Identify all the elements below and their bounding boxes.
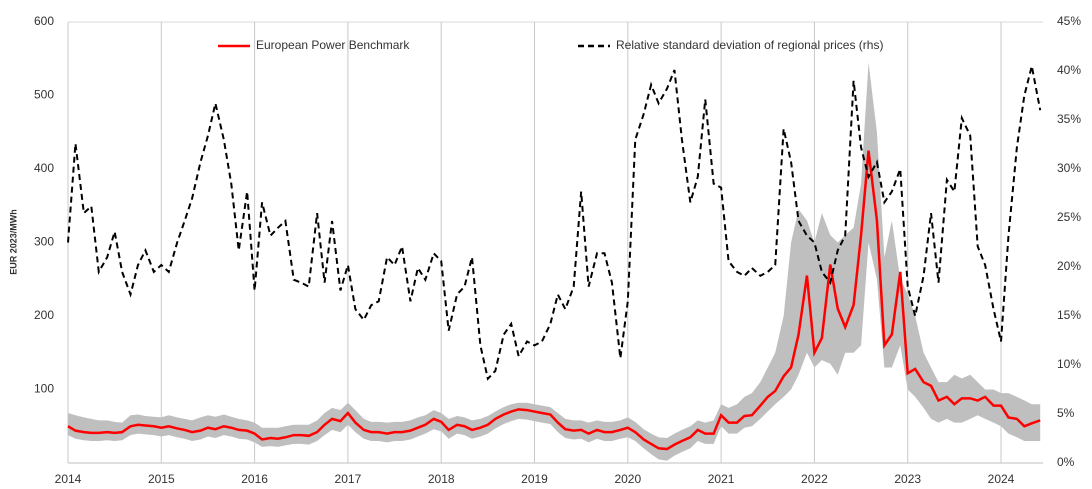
y-tick-label: 500: [34, 88, 54, 102]
x-tick-label: 2014: [55, 472, 82, 486]
y2-tick-label: 0%: [1057, 455, 1075, 469]
series-line: [67, 65, 1042, 381]
y2-tick-label: 15%: [1057, 308, 1081, 322]
x-tick-label: 2023: [894, 472, 921, 486]
y2-tick-label: 20%: [1057, 259, 1081, 273]
legend-label: European Power Benchmark: [256, 38, 410, 52]
y2-tick-label: 10%: [1057, 357, 1081, 371]
legend-label: Relative standard deviation of regional …: [616, 38, 883, 52]
x-tick-label: 2015: [148, 472, 175, 486]
x-tick-label: 2024: [988, 472, 1015, 486]
x-tick-label: 2021: [708, 472, 735, 486]
x-tick-label: 2020: [614, 472, 641, 486]
y2-tick-label: 40%: [1057, 63, 1081, 77]
x-tick-label: 2022: [801, 472, 828, 486]
y-tick-label: 400: [34, 161, 54, 175]
y2-tick-label: 25%: [1057, 210, 1081, 224]
y-tick-label: 100: [34, 382, 54, 396]
x-tick-label: 2017: [335, 472, 362, 486]
y-tick-label: 300: [34, 235, 54, 249]
y-tick-label: 600: [34, 14, 54, 28]
y2-tick-label: 30%: [1057, 161, 1081, 175]
x-tick-label: 2016: [241, 472, 268, 486]
y-tick-label: 200: [34, 308, 54, 322]
range-band: [68, 62, 1041, 461]
x-tick-label: 2019: [521, 472, 548, 486]
x-tick-label: 2018: [428, 472, 455, 486]
series-line: [67, 150, 1041, 451]
y2-tick-label: 35%: [1057, 112, 1081, 126]
y2-tick-label: 5%: [1057, 406, 1075, 420]
y2-tick-label: 45%: [1057, 14, 1081, 28]
y-axis-label: EUR 2023/MWh: [8, 209, 18, 275]
